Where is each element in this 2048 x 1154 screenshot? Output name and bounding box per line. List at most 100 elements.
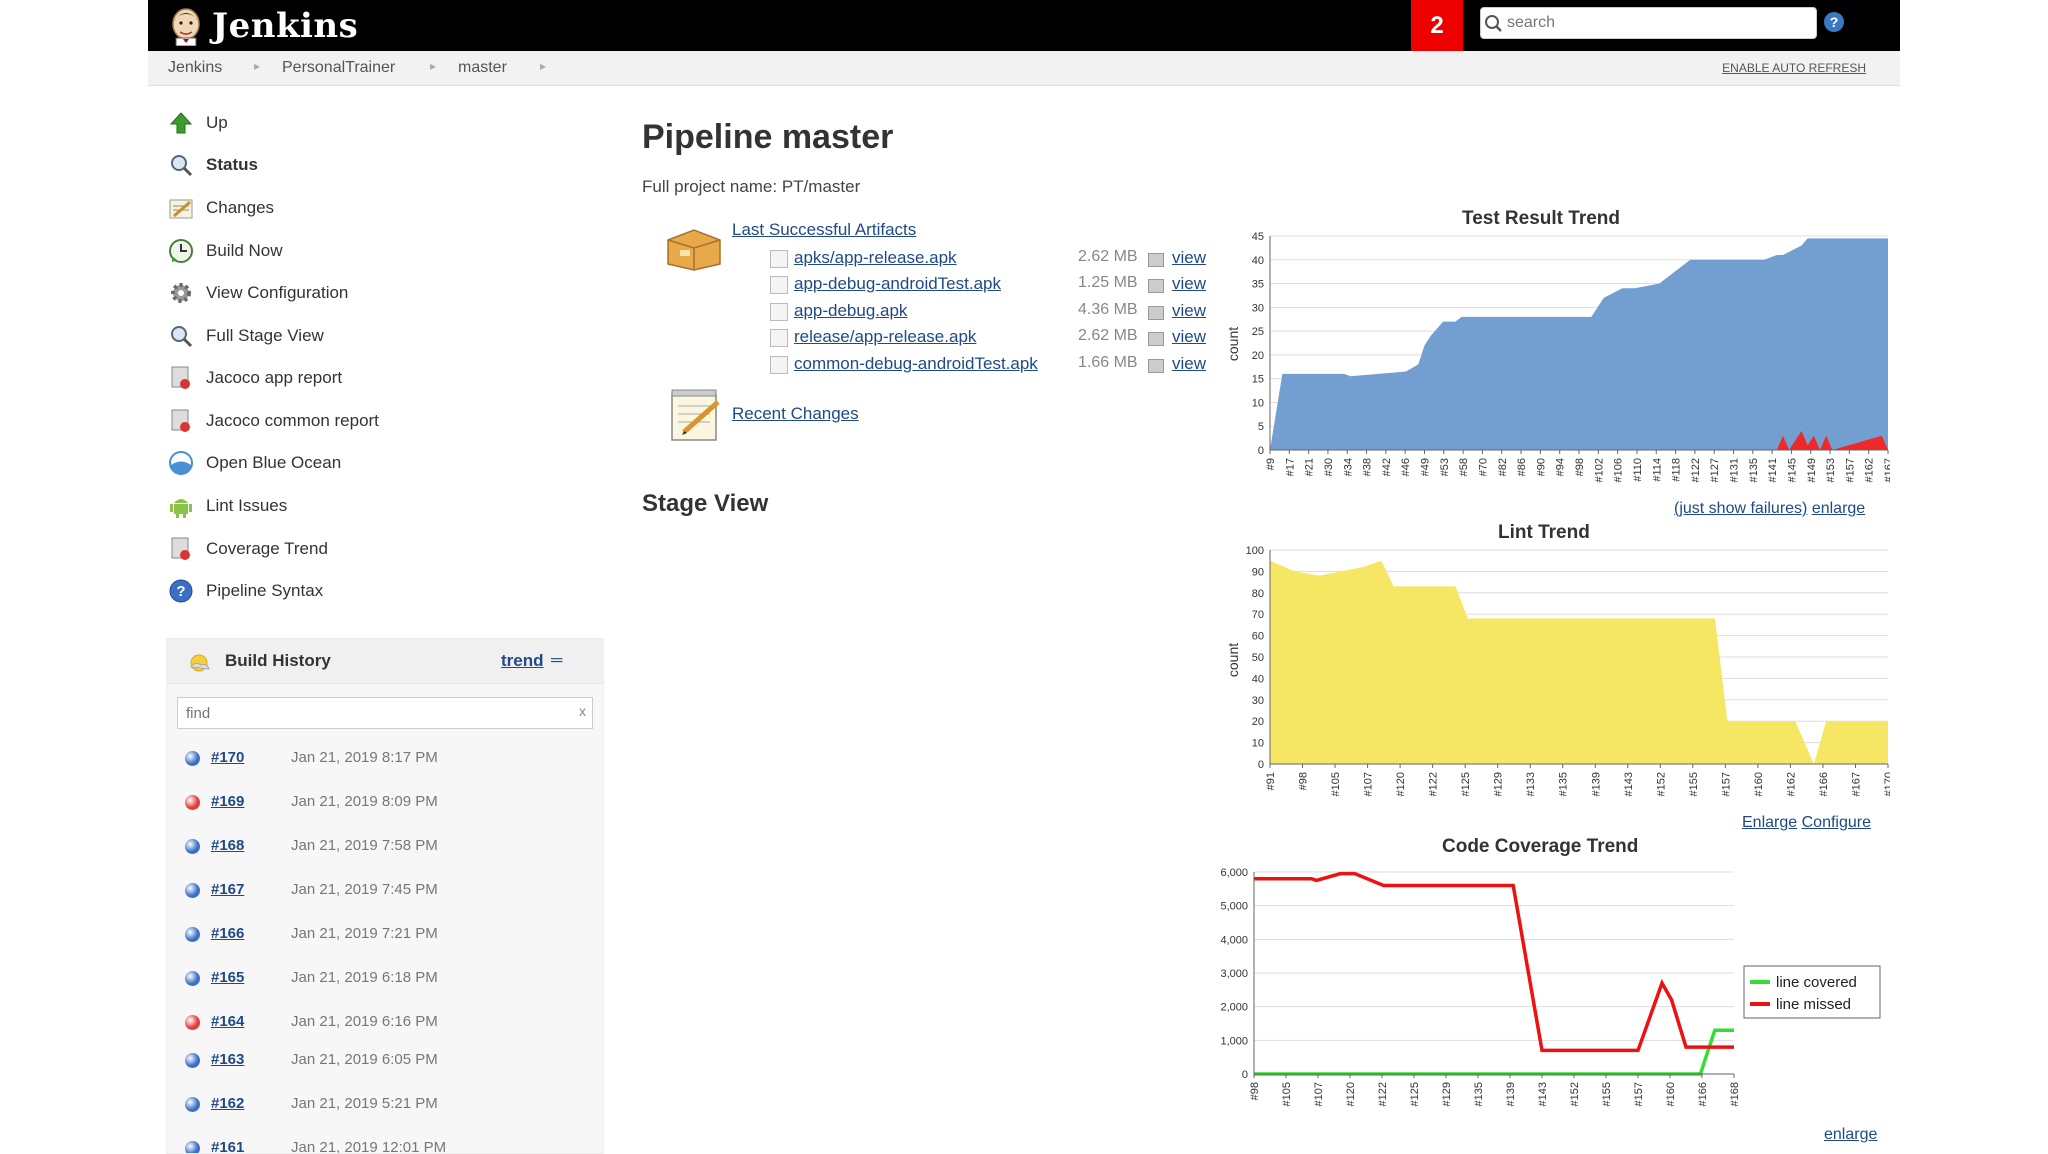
build-number-link[interactable]: #168 [211,837,245,854]
series-area-issues [1270,560,1888,764]
x-tick-label: #155 [1688,772,1700,796]
task-build-now[interactable]: Build Now [168,234,283,268]
task-label: Changes [206,198,275,217]
test-result-trend-chart[interactable]: 0 5 10 15 20 25 30 35 40 45 #9 #17 #21 #30 #34 #38 #42 #4… [1230,228,1890,486]
build-history-header: Build History trend ═ [167,639,603,684]
artifact-name-link[interactable]: apks/app-release.apk [794,248,957,267]
jenkins-logo[interactable]: Jenkins [168,4,358,48]
fingerprint-icon[interactable] [1148,306,1164,320]
task-status[interactable]: Status [168,148,258,182]
task-lint-issues[interactable]: Lint Issues [168,489,287,523]
y-tick-label: 70 [1252,609,1264,621]
artifact-file-icon [770,329,788,347]
task-view-configuration[interactable]: View Configuration [168,276,348,310]
task-changes[interactable]: Changes [168,191,274,225]
lint-trend-chart[interactable]: 0 10 20 30 40 50 60 70 80 90 100 #91 #98 #105 #107 #120… [1230,542,1890,810]
fingerprint-icon[interactable] [1148,359,1164,373]
task-open-blue-ocean[interactable]: Open Blue Ocean [168,446,341,480]
build-status-ball-icon [185,1053,200,1068]
search-box [1480,7,1817,39]
x-tick-label: #135 [1473,1082,1485,1106]
breadcrumb-item-personaltrainer[interactable]: PersonalTrainer [282,59,396,76]
y-tick-label: 60 [1252,631,1264,643]
build-number-link[interactable]: #169 [211,793,245,810]
test-trend-enlarge-link[interactable]: enlarge [1811,500,1866,517]
build-number-link[interactable]: #164 [211,1013,245,1030]
series-line-line missed [1254,871,1734,1053]
artifact-file-icon [770,303,788,321]
x-tick-label: #157 [1633,1082,1645,1106]
build-row: #168 Jan 21, 2019 7:58 PM [177,827,593,867]
help-icon[interactable]: ? [1824,12,1844,32]
search-input[interactable] [1505,13,1799,33]
x-tick-label: #129 [1441,1082,1453,1106]
page-title: Pipeline master [642,118,894,156]
task-coverage-trend[interactable]: Coverage Trend [168,532,328,566]
trend-icon[interactable]: ═ [551,652,563,669]
full-project-name: Full project name: PT/master [642,177,861,196]
build-number-link[interactable]: #161 [211,1139,245,1154]
task-label: Build Now [206,241,283,260]
task-label: Jacoco common report [206,411,379,430]
artifact-view-link[interactable]: view [1172,274,1207,293]
code-coverage-trend-chart[interactable]: 0 1,000 2,000 3,000 4,000 5,000 6,000 #98 #105 #1… [1210,856,1900,1118]
y-tick-label: 0 [1242,1069,1248,1081]
build-number-link[interactable]: #162 [211,1095,245,1112]
artifact-name-link[interactable]: app-debug.apk [794,301,908,320]
lint-trend-enlarge-link[interactable]: Enlarge [1742,814,1798,831]
x-tick-label: #70 [1477,458,1489,476]
help-icon: ? [168,578,194,604]
x-tick-label: #98 [1249,1082,1261,1100]
task-up[interactable]: Up [168,106,228,140]
build-history-panel: Build History trend ═ x #170 Jan 21, 2019… [166,638,604,1154]
build-row: #166 Jan 21, 2019 7:21 PM [177,915,593,955]
enable-auto-refresh-link[interactable]: ENABLE AUTO REFRESH [1722,61,1866,75]
build-status-ball-icon [185,839,200,854]
fingerprint-icon[interactable] [1148,279,1164,293]
x-tick-label: #118 [1671,458,1683,482]
artifact-name-link[interactable]: common-debug-androidTest.apk [794,354,1038,373]
report-icon [168,536,194,562]
y-tick-label: 45 [1252,231,1264,243]
fingerprint-icon[interactable] [1148,253,1164,267]
artifact-view-link[interactable]: view [1172,327,1207,346]
task-label: Full Stage View [206,326,324,345]
breadcrumb-item-master[interactable]: master [458,59,507,76]
build-number-link[interactable]: #170 [211,749,245,766]
clear-find-icon[interactable]: x [579,703,586,719]
artifact-view-link[interactable]: view [1172,301,1207,320]
x-tick-label: #102 [1593,458,1605,482]
build-number-link[interactable]: #167 [211,881,245,898]
breadcrumb-item-jenkins[interactable]: Jenkins [168,59,223,76]
recent-changes-link[interactable]: Recent Changes [732,404,859,423]
task-label: View Configuration [206,283,349,302]
build-number-link[interactable]: #163 [211,1051,245,1068]
y-tick-label: 10 [1252,397,1264,409]
x-tick-label: #129 [1493,772,1505,796]
task-jacoco-app-report[interactable]: Jacoco app report [168,361,342,395]
build-number-link[interactable]: #166 [211,925,245,942]
lint-trend-configure-link[interactable]: Configure [1801,814,1871,831]
y-tick-label: 2,000 [1220,1002,1248,1014]
artifact-view-link[interactable]: view [1172,248,1207,267]
task-jacoco-common-report[interactable]: Jacoco common report [168,404,379,438]
build-history-weather-icon [190,654,210,672]
last-successful-artifacts-link[interactable]: Last Successful Artifacts [732,220,917,239]
artifact-view-link[interactable]: view [1172,354,1207,373]
breadcrumb-separator-icon: ▸ [430,59,437,73]
x-tick-label: #133 [1525,772,1537,796]
coverage-trend-enlarge-link[interactable]: enlarge [1824,1126,1878,1143]
build-history-trend-link[interactable]: trend [501,651,544,670]
build-number-link[interactable]: #165 [211,969,245,986]
task-label: Coverage Trend [206,539,328,558]
artifact-name-link[interactable]: release/app-release.apk [794,327,977,346]
task-pipeline-syntax[interactable]: ? Pipeline Syntax [168,574,323,608]
build-row: #161 Jan 21, 2019 12:01 PM [177,1129,593,1154]
just-show-failures-link[interactable]: (just show failures) [1674,500,1808,517]
build-row: #165 Jan 21, 2019 6:18 PM [177,959,593,999]
fingerprint-icon[interactable] [1148,332,1164,346]
notification-badge[interactable]: 2 [1411,0,1463,51]
task-full-stage-view[interactable]: Full Stage View [168,319,324,353]
artifact-name-link[interactable]: app-debug-androidTest.apk [794,274,1001,293]
build-history-find-input[interactable] [178,698,568,728]
